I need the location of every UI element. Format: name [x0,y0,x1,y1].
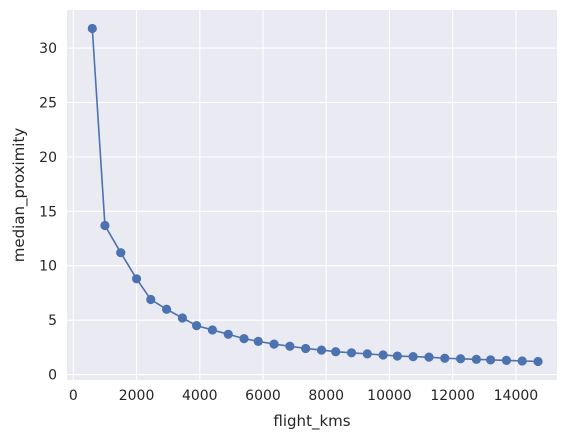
data-point [455,354,466,364]
data-point [517,356,527,366]
data-point [424,352,434,362]
data-point [471,354,481,364]
data-point [346,348,357,358]
data-point [501,355,512,366]
y-tick-label: 15 [39,204,57,220]
data-point [269,339,279,349]
data-point [116,248,126,258]
data-point [207,325,218,335]
plot-background [67,10,557,380]
x-tick-label: 12000 [430,388,475,404]
y-axis-label: median_proximity [10,128,29,263]
data-point [239,334,249,344]
data-point [486,355,496,365]
data-point [533,356,543,367]
data-point [192,320,202,331]
data-point [146,294,156,305]
x-axis-ticks: 0 2000 4000 6000 8000 10000 12000 14000 [69,388,538,404]
x-tick-label: 14000 [494,388,539,404]
data-point [392,351,402,361]
data-point [177,313,187,323]
y-tick-label: 10 [39,259,57,275]
data-point [131,274,142,284]
data-point [408,352,418,362]
data-point [223,329,233,339]
data-point [253,336,263,346]
x-tick-label: 2000 [119,388,155,404]
series-layer [87,23,543,367]
data-point [362,349,372,359]
y-tick-label: 30 [39,41,57,57]
data-point [285,341,295,351]
x-tick-label: 10000 [367,388,412,404]
data-point [331,347,341,357]
data-point [100,220,110,231]
x-tick-label: 6000 [245,388,281,404]
x-axis-label: flight_kms [273,412,350,431]
y-tick-label: 0 [48,368,57,384]
y-tick-label: 25 [39,96,57,112]
x-tick-label: 8000 [308,388,344,404]
data-point [87,23,97,34]
y-tick-label: 5 [48,313,57,329]
y-axis-ticks: 0 5 10 15 20 25 30 [39,41,57,383]
data-point [161,304,172,314]
data-point [301,343,311,354]
x-tick-label: 4000 [182,388,218,404]
x-tick-label: 0 [69,388,78,404]
data-point [316,345,327,355]
grid [67,10,557,380]
y-tick-label: 20 [39,150,57,166]
data-point [440,353,450,363]
data-point [378,350,388,360]
